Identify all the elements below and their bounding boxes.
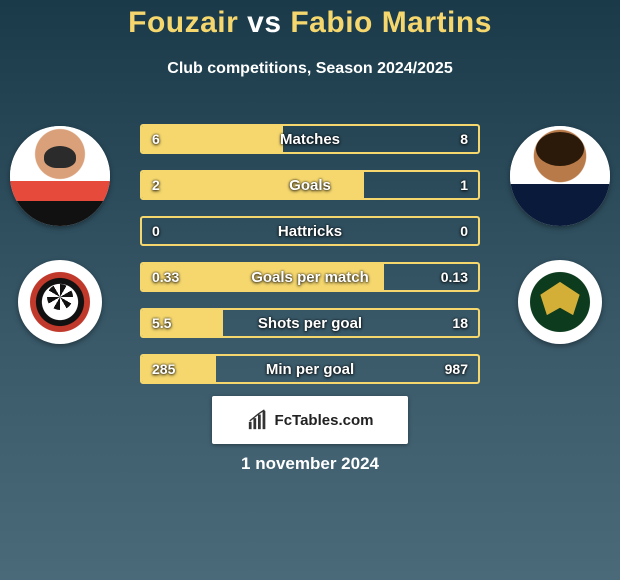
title-vs: vs <box>247 6 281 39</box>
stat-fill-left <box>142 356 216 382</box>
brand-text: FcTables.com <box>275 412 374 429</box>
stat-fill-left <box>142 310 223 336</box>
stat-label: Hattricks <box>142 218 478 244</box>
stat-value-right: 0 <box>460 218 468 244</box>
player1-face-icon <box>10 126 110 226</box>
brand-attribution: FcTables.com <box>212 396 408 444</box>
fctables-logo-icon <box>247 409 269 431</box>
club2-crest-icon <box>518 260 602 344</box>
stat-value-right: 987 <box>445 356 468 382</box>
player1-club-badge <box>18 260 102 344</box>
stat-value-right: 1 <box>460 172 468 198</box>
player2-face-icon <box>510 126 610 226</box>
player2-club-badge <box>518 260 602 344</box>
stat-row: 5.518Shots per goal <box>140 308 480 338</box>
stat-bars: 68Matches 21Goals 0 0Hattricks 0.330.13Goals… <box>140 124 480 400</box>
comparison-infographic: Fouzair vs Fabio Martins Club competitio… <box>0 0 620 580</box>
subtitle: Club competitions, Season 2024/2025 <box>0 60 620 78</box>
club1-crest-icon <box>18 260 102 344</box>
player2-avatar <box>510 126 610 226</box>
stat-row: 0 0Hattricks <box>140 216 480 246</box>
stat-fill-left <box>142 172 364 198</box>
stat-value-left: 0 <box>152 218 160 244</box>
stat-row: 285987Min per goal <box>140 354 480 384</box>
infographic-date: 1 november 2024 <box>0 454 620 474</box>
stat-row: 68Matches <box>140 124 480 154</box>
stat-row: 0.330.13Goals per match <box>140 262 480 292</box>
page-title: Fouzair vs Fabio Martins <box>0 6 620 40</box>
stat-value-right: 18 <box>452 310 468 336</box>
stat-value-right: 0.13 <box>441 264 468 290</box>
stat-row: 21Goals <box>140 170 480 200</box>
title-player2: Fabio Martins <box>290 6 492 39</box>
title-player1: Fouzair <box>128 6 238 39</box>
stat-fill-left <box>142 264 384 290</box>
player1-avatar <box>10 126 110 226</box>
stat-fill-left <box>142 126 283 152</box>
stat-value-right: 8 <box>460 126 468 152</box>
